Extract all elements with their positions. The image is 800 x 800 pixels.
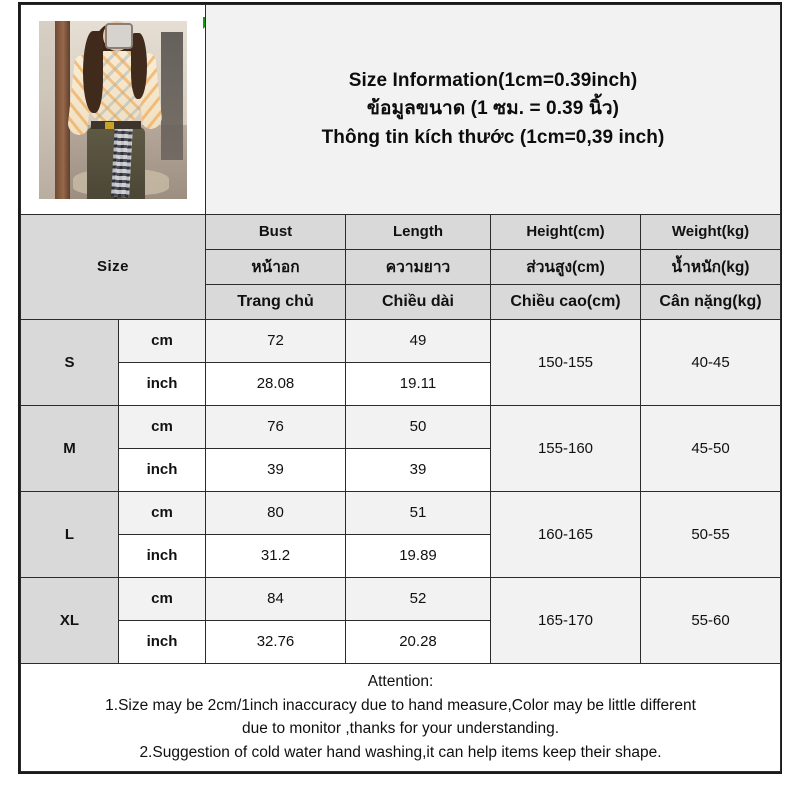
unit-cm-m: cm bbox=[118, 404, 206, 449]
length-inch-l: 19.89 bbox=[345, 533, 491, 578]
size-table: Size Information(1cm=0.39inch) ข้อมูลขนา… bbox=[19, 4, 782, 773]
length-inch-s: 19.11 bbox=[345, 361, 491, 406]
green-triangle-marker bbox=[203, 17, 205, 30]
product-photo bbox=[21, 17, 205, 202]
size-label-m: M bbox=[20, 404, 119, 492]
bust-inch-s: 28.08 bbox=[205, 361, 346, 406]
bust-inch-m: 39 bbox=[205, 447, 346, 492]
bust-cm-l: 80 bbox=[205, 490, 346, 535]
column-header-bust-th: หน้าอก bbox=[205, 248, 346, 285]
title-line-english: Size Information(1cm=0.39inch) bbox=[348, 70, 638, 92]
product-photo-cell bbox=[20, 4, 206, 215]
length-cm-xl: 52 bbox=[345, 576, 491, 621]
bust-inch-xl: 32.76 bbox=[205, 619, 346, 664]
column-header-weight-th: น้ำหนัก(kg) bbox=[639, 248, 782, 285]
photo-mirror-frame bbox=[55, 21, 70, 200]
attention-row: Attention: 1.Size may be 2cm/1inch inacc… bbox=[19, 662, 782, 773]
size-label-l: L bbox=[20, 490, 119, 578]
length-cm-m: 50 bbox=[345, 404, 491, 449]
unit-cm-s: cm bbox=[118, 318, 206, 363]
table-row: inch 28.08 19.11 bbox=[21, 361, 781, 406]
attention-line-2: due to monitor ,thanks for your understa… bbox=[241, 720, 560, 738]
length-inch-xl: 20.28 bbox=[345, 619, 491, 664]
attention-line-3: 2.Suggestion of cold water hand washing,… bbox=[139, 744, 662, 762]
column-header-row-english: Size Bust Length Height(cm) Weight(kg) bbox=[20, 213, 782, 320]
column-header-weight-vi: Cân nặng(kg) bbox=[639, 283, 782, 320]
unit-cm-xl: cm bbox=[118, 576, 206, 621]
height-s: 150-155 bbox=[490, 318, 641, 406]
attention-line-1: 1.Size may be 2cm/1inch inaccuracy due t… bbox=[105, 696, 696, 714]
table-row: XL cm 84 52 165-170 55-60 bbox=[20, 576, 782, 664]
length-cm-l: 51 bbox=[345, 490, 491, 535]
weight-m: 45-50 bbox=[639, 404, 782, 492]
column-header-length-th: ความยาว bbox=[345, 248, 491, 285]
length-cm-s: 49 bbox=[345, 318, 491, 363]
photo-model-belt-buckle bbox=[105, 122, 114, 130]
attention-heading: Attention: bbox=[367, 673, 434, 691]
column-header-height-vi: Chiều cao(cm) bbox=[490, 283, 641, 320]
unit-inch-s: inch bbox=[118, 361, 206, 406]
unit-inch-l: inch bbox=[118, 533, 206, 578]
column-header-row-thai: หน้าอก ความยาว ส่วนสูง(cm) น้ำหนัก(kg) bbox=[21, 248, 782, 285]
weight-l: 50-55 bbox=[639, 490, 782, 578]
photo-model-hair-right bbox=[131, 33, 147, 100]
height-xl: 165-170 bbox=[490, 576, 641, 664]
bust-cm-m: 76 bbox=[205, 404, 346, 449]
photo-model-hair-left bbox=[83, 31, 103, 114]
product-photo-image bbox=[39, 21, 187, 200]
column-header-bust-en: Bust bbox=[205, 213, 346, 250]
weight-xl: 55-60 bbox=[639, 576, 782, 664]
size-label-xl: XL bbox=[20, 576, 119, 664]
bust-cm-s: 72 bbox=[205, 318, 346, 363]
unit-cm-l: cm bbox=[118, 490, 206, 535]
photo-model-belt bbox=[91, 121, 141, 130]
photo-model-phone bbox=[105, 23, 133, 50]
column-header-row-vietnamese: Trang chủ Chiều dài Chiều cao(cm) Cân nặ… bbox=[21, 283, 782, 320]
photo-model-plaid-tie bbox=[111, 125, 133, 198]
title-block: Size Information(1cm=0.39inch) ข้อมูลขนา… bbox=[204, 4, 782, 215]
weight-s: 40-45 bbox=[639, 318, 782, 406]
column-header-bust-vi: Trang chủ bbox=[205, 283, 346, 320]
table-row: inch 31.2 19.89 bbox=[21, 533, 781, 578]
column-header-weight-en: Weight(kg) bbox=[639, 213, 782, 250]
unit-inch-xl: inch bbox=[118, 619, 206, 664]
photo-door bbox=[161, 32, 183, 161]
table-row: S cm 72 49 150-155 40-45 bbox=[20, 318, 782, 406]
length-inch-m: 39 bbox=[345, 447, 491, 492]
title-line-thai: ข้อมูลขนาด (1 ซม. = 0.39 นิ้ว) bbox=[366, 98, 620, 120]
size-label-s: S bbox=[20, 318, 119, 406]
height-m: 155-160 bbox=[490, 404, 641, 492]
height-l: 160-165 bbox=[490, 490, 641, 578]
column-header-length-en: Length bbox=[345, 213, 491, 250]
attention-block: Attention: 1.Size may be 2cm/1inch inacc… bbox=[19, 662, 782, 773]
size-chart-frame: Size Information(1cm=0.39inch) ข้อมูลขนา… bbox=[18, 2, 782, 774]
header-banner-row: Size Information(1cm=0.39inch) ข้อมูลขนา… bbox=[20, 4, 782, 215]
bust-inch-l: 31.2 bbox=[205, 533, 346, 578]
table-row: M cm 76 50 155-160 45-50 bbox=[20, 404, 782, 492]
column-header-height-en: Height(cm) bbox=[490, 213, 641, 250]
column-header-height-th: ส่วนสูง(cm) bbox=[490, 248, 641, 285]
title-line-vietnamese: Thông tin kích thước (1cm=0,39 inch) bbox=[321, 126, 665, 148]
table-row: inch 32.76 20.28 bbox=[21, 619, 781, 664]
column-header-length-vi: Chiều dài bbox=[345, 283, 491, 320]
table-row: L cm 80 51 160-165 50-55 bbox=[20, 490, 782, 578]
bust-cm-xl: 84 bbox=[205, 576, 346, 621]
size-header-cell: Size bbox=[20, 213, 206, 320]
unit-inch-m: inch bbox=[118, 447, 206, 492]
